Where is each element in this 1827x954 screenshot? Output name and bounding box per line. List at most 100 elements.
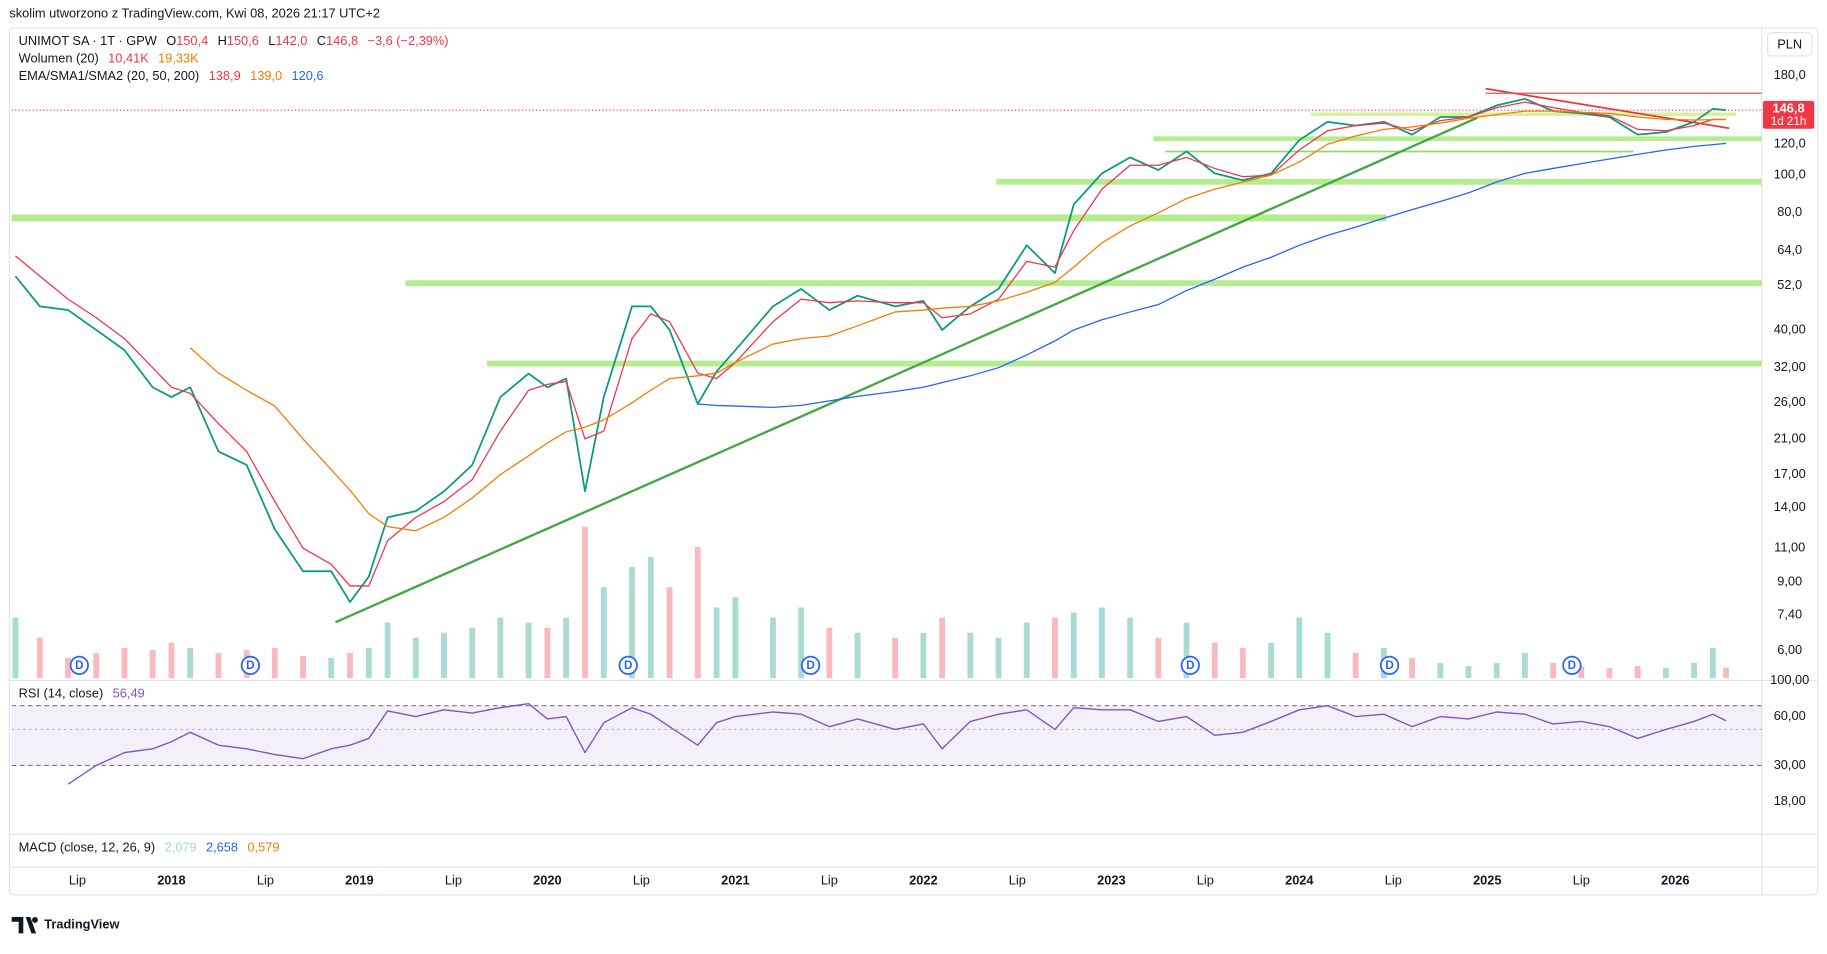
volume-bar <box>12 617 19 679</box>
y-tick-label: 14,00 <box>1774 499 1806 514</box>
caption: skolim utworzono z TradingView.com, Kwi … <box>9 5 380 20</box>
dividend-marker[interactable] <box>1180 655 1200 675</box>
macd-value: 0,579 <box>247 840 279 855</box>
y-tick-label: 26,00 <box>1774 394 1806 409</box>
symbol: UNIMOT SA · 1T · GPW <box>19 33 158 48</box>
volume-bar <box>1662 668 1669 679</box>
y-tick-label: 11,00 <box>1774 540 1805 555</box>
volume-bar <box>93 652 100 679</box>
currency-box[interactable] <box>1766 32 1813 57</box>
volume-bar <box>271 647 278 679</box>
ohlc-label: L <box>268 33 275 48</box>
x-tick-label: 2018 <box>157 872 185 887</box>
x-tick-label: 2023 <box>1097 872 1125 887</box>
volume-bar <box>647 556 654 679</box>
x-tick-label: Lip <box>69 872 86 887</box>
axis-layer: 180,0 120,0 100,0 80,0 64,0 52,0 40,00 32,00 26,… <box>11 67 1815 887</box>
x-tick-label: 2019 <box>345 872 373 887</box>
sma-line <box>697 142 1727 409</box>
currency[interactable]: PLN <box>1777 36 1802 51</box>
x-tick-label: 2020 <box>533 872 561 887</box>
rsi-pane <box>11 702 1762 785</box>
x-tick-label: Lip <box>633 872 650 887</box>
y-tick-label: 60,00 <box>1774 708 1806 723</box>
x-tick-label: Lip <box>1573 872 1590 887</box>
volume-bar <box>1127 617 1134 679</box>
y-tick-label: 100,00 <box>1770 672 1809 687</box>
dividend-label: D <box>1385 659 1393 672</box>
y-tick-label: 32,00 <box>1774 359 1806 374</box>
ohlc-value: 150,6 <box>227 33 259 48</box>
x-tick-label: 2022 <box>909 872 937 887</box>
ohlc-label: O <box>166 33 176 48</box>
volume-bar <box>1296 617 1303 679</box>
volume-bar <box>1521 652 1528 679</box>
volume-bar <box>347 652 353 679</box>
volume-bar <box>1550 663 1557 679</box>
ohlc-value: 142,0 <box>275 33 307 48</box>
dividend-marker[interactable] <box>69 655 89 675</box>
volume-bar <box>920 632 927 679</box>
brand-icon <box>11 917 37 934</box>
support-zone <box>1153 136 1762 142</box>
volume-bar <box>1691 663 1697 679</box>
dividend-marker[interactable] <box>1379 655 1400 675</box>
y-tick-label: 7,40 <box>1777 607 1802 622</box>
volume-bar <box>412 637 419 679</box>
x-tick-label: Lip <box>1197 872 1214 887</box>
volume-bar <box>149 649 156 679</box>
volume-bar <box>1493 663 1500 679</box>
volume-bar <box>892 637 899 679</box>
x-tick-label: Lip <box>1009 872 1026 887</box>
legend-line: UNIMOT SA · 1T · GPW O150,4 H150,6 L142,… <box>19 33 449 48</box>
line-layer <box>14 97 1727 603</box>
volume-bar <box>441 632 447 679</box>
volume-bar <box>995 637 1002 679</box>
volume-bar <box>1211 642 1218 679</box>
macd-value: 2,079 <box>165 840 197 855</box>
ema-value: 138,9 <box>209 68 241 83</box>
y-tick-label: 40,00 <box>1774 321 1806 336</box>
dividend-marker[interactable] <box>1562 655 1582 675</box>
dividend-marker[interactable] <box>618 655 638 675</box>
y-tick-label: 64,0 <box>1777 242 1802 257</box>
macd-title: MACD (close, 12, 26, 9) <box>19 840 156 855</box>
volume-bar <box>1268 642 1275 679</box>
y-tick-label: 6,00 <box>1777 642 1802 657</box>
legend-line: RSI (14, close) 56,49 <box>19 686 145 701</box>
dividend-marker[interactable] <box>240 655 260 675</box>
volume-bar <box>300 655 306 679</box>
change: −3,6 (−2,39%) <box>367 33 448 48</box>
y-tick-label: 17,00 <box>1774 466 1806 481</box>
volume-bar <box>121 647 128 679</box>
volume-bar <box>1352 652 1359 679</box>
rsi-line <box>67 702 1727 785</box>
y-tick-label: 18,00 <box>1774 793 1806 808</box>
volume-bar <box>1437 663 1444 679</box>
volume-bar <box>215 652 222 679</box>
x-tick-label: Lip <box>445 872 462 887</box>
volume-bar <box>1634 666 1641 679</box>
ohlc-label: C <box>317 33 326 48</box>
x-tick-label: Lip <box>1385 872 1402 887</box>
support-zone <box>1310 112 1737 116</box>
dividend-marker[interactable] <box>800 655 821 675</box>
volume-bar <box>967 632 974 679</box>
dividend-label: D <box>75 659 83 672</box>
x-tick-label: Lip <box>821 872 838 887</box>
volume-bar <box>1023 622 1030 679</box>
dividend-label: D <box>806 659 814 672</box>
y-tick-label: 120,0 <box>1774 136 1806 151</box>
x-tick-label: Lip <box>257 872 274 887</box>
last-price-label: 146,8 <box>1773 100 1805 115</box>
y-tick-label: 52,0 <box>1777 277 1802 292</box>
ema-line <box>15 101 1727 587</box>
countdown-label: 1d 21h <box>1771 115 1807 128</box>
volume-bar <box>713 607 720 679</box>
volume-ma-value: 19,33K <box>158 51 199 66</box>
x-tick-label: 2021 <box>721 872 749 887</box>
y-tick-label: 80,0 <box>1777 204 1802 219</box>
volume-bar <box>600 587 607 679</box>
trend-line <box>1485 87 1730 130</box>
